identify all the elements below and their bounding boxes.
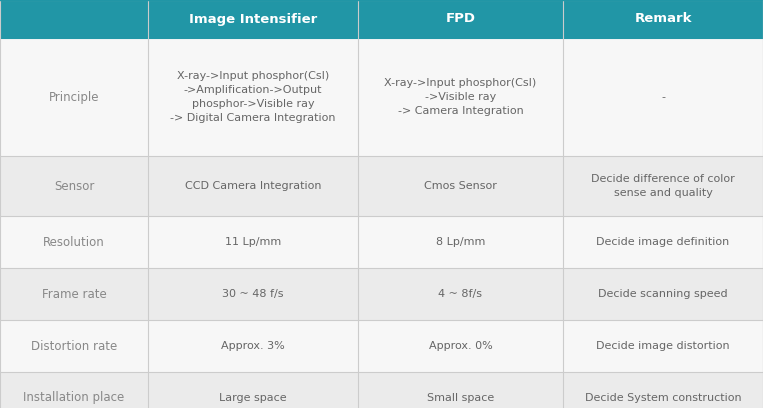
Text: X-ray->Input phosphor(CsI)
->Visible ray
-> Camera Integration: X-ray->Input phosphor(CsI) ->Visible ray… [385, 78, 536, 116]
Bar [0, 0, 763, 38]
Text: X-ray->Input phosphor(CsI)
->Amplification->Output
phosphor->Visible ray
-> Digi: X-ray->Input phosphor(CsI) ->Amplificati… [170, 71, 336, 123]
Text: Small space: Small space [427, 393, 494, 403]
Bar [0, 216, 763, 268]
Text: Installation place: Installation place [24, 392, 124, 404]
Text: -: - [661, 92, 665, 102]
Text: Approx. 0%: Approx. 0% [429, 341, 492, 351]
Text: 30 ~ 48 f/s: 30 ~ 48 f/s [222, 289, 284, 299]
Text: Decide difference of color
sense and quality: Decide difference of color sense and qua… [591, 174, 735, 198]
Bar [0, 320, 763, 372]
Text: Principle: Principle [49, 91, 99, 104]
Text: Resolution: Resolution [43, 235, 105, 248]
Text: Frame rate: Frame rate [42, 288, 106, 301]
Bar [0, 372, 763, 408]
Text: 4 ~ 8f/s: 4 ~ 8f/s [439, 289, 482, 299]
Text: Decide scanning speed: Decide scanning speed [598, 289, 728, 299]
Text: Sensor: Sensor [54, 180, 94, 193]
Text: 8 Lp/mm: 8 Lp/mm [436, 237, 485, 247]
Text: FPD: FPD [446, 13, 475, 25]
Bar [0, 38, 763, 156]
Text: Remark: Remark [634, 13, 692, 25]
Text: Distortion rate: Distortion rate [31, 339, 118, 353]
Text: CCD Camera Integration: CCD Camera Integration [185, 181, 321, 191]
Text: Image Intensifier: Image Intensifier [189, 13, 317, 25]
Text: Decide image definition: Decide image definition [597, 237, 729, 247]
Text: Decide System construction: Decide System construction [584, 393, 742, 403]
Bar [0, 268, 763, 320]
Bar [0, 156, 763, 216]
Text: Decide image distortion: Decide image distortion [596, 341, 730, 351]
Text: Approx. 3%: Approx. 3% [221, 341, 285, 351]
Text: Cmos Sensor: Cmos Sensor [424, 181, 497, 191]
Text: Large space: Large space [219, 393, 287, 403]
Text: 11 Lp/mm: 11 Lp/mm [225, 237, 281, 247]
